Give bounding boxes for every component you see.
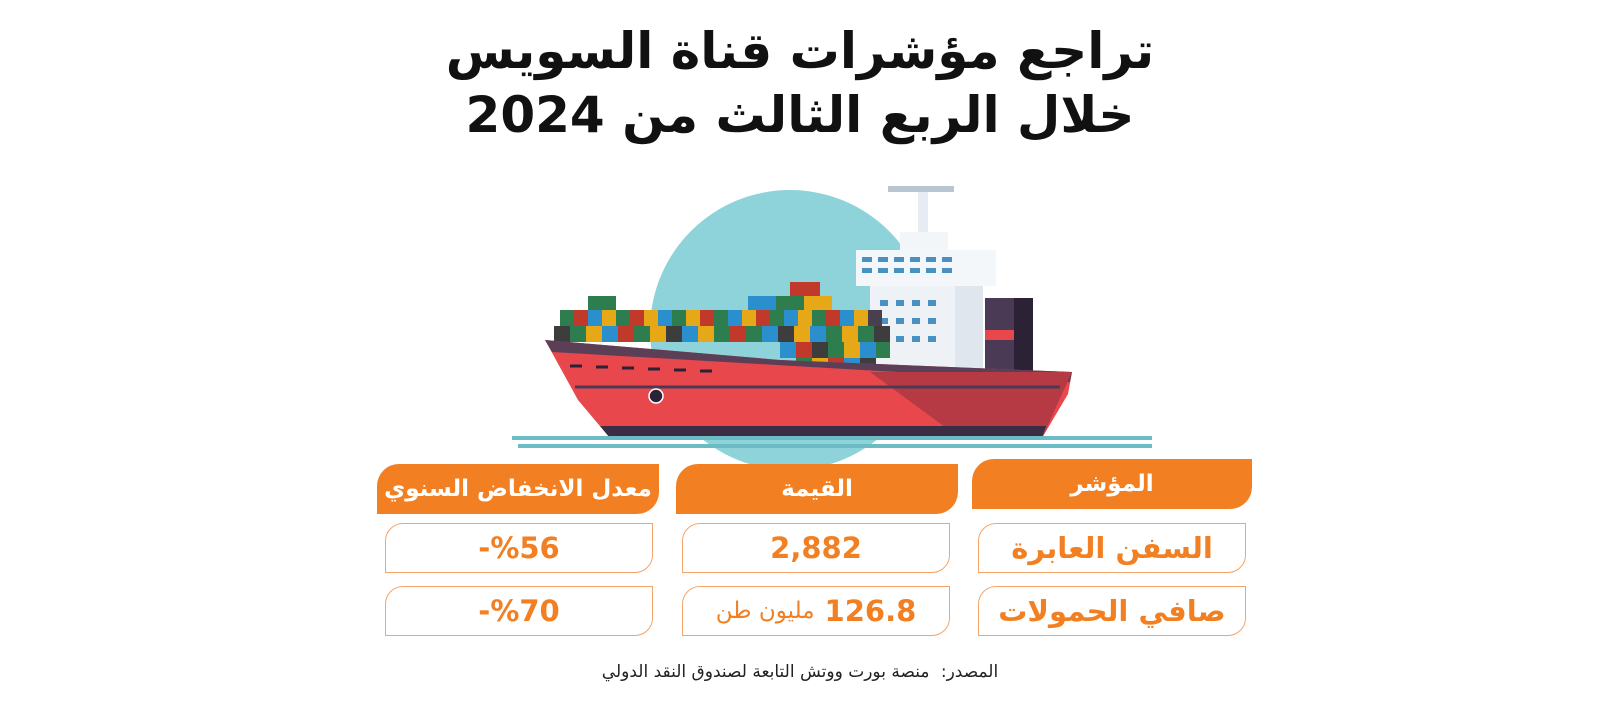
header-annual-decline: معدل الانخفاض السنوي: [377, 464, 659, 514]
row-1-value-number: 2,882: [770, 531, 862, 565]
title-line-1: تراجع مؤشرات قناة السويس: [445, 22, 1155, 80]
row-2-indicator: صافي الحمولات: [978, 586, 1246, 636]
ship-funnel: [985, 298, 1033, 372]
water-lines: [512, 436, 1152, 448]
row-2-value-unit: مليون طن: [715, 598, 815, 624]
row-1-value: 2,882: [682, 523, 950, 573]
source-label: المصدر:: [940, 662, 999, 682]
row-2-decline: %70-: [385, 586, 653, 636]
row-2-value: 126.8 مليون طن: [682, 586, 950, 636]
header-value: القيمة: [676, 464, 958, 514]
container-stacks: [554, 282, 890, 370]
row-2-value-number: 126.8: [824, 594, 917, 628]
source-text: منصة بورت ووتش التابعة لصندوق النقد الدو…: [601, 662, 930, 682]
row-1-indicator: السفن العابرة: [978, 523, 1246, 573]
ship-hull: [545, 340, 1072, 438]
header-indicator: المؤشر: [972, 459, 1252, 509]
title-line-2: خلال الربع الثالث من 2024: [465, 86, 1135, 144]
source-note: المصدر: منصة بورت ووتش التابعة لصندوق ال…: [0, 662, 1600, 682]
row-1-decline: %56-: [385, 523, 653, 573]
